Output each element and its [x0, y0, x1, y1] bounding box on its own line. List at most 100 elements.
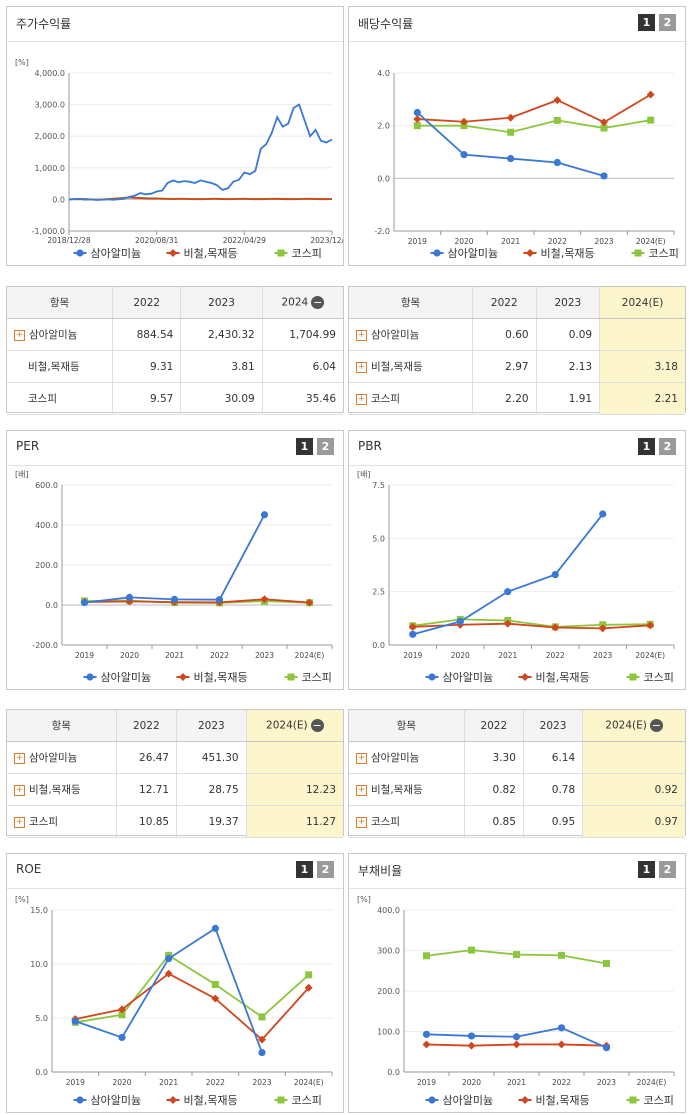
- expand-icon[interactable]: +: [14, 816, 25, 828]
- expand-icon[interactable]: +: [356, 816, 367, 828]
- header-label: 2024(E): [266, 719, 308, 732]
- data-point-circle: [551, 571, 559, 579]
- y-tick-label: -2.0: [374, 227, 390, 236]
- table-row: + 비철,목재등 0.82 0.78 0.92: [349, 773, 685, 806]
- dividend-yield-chart: -2.0 0.0 2.0 4.0 2019 2020 2021 2022 2023 2024(E)…: [374, 69, 679, 260]
- y-tick-label: 0.0: [52, 195, 65, 204]
- row-label-cell: + 삼아알미늄: [349, 741, 465, 774]
- legend-label: 비철,목재등: [184, 247, 238, 260]
- table-row: + 비철,목재등 12.71 28.75 12.23: [7, 773, 343, 806]
- data-point-square: [413, 122, 421, 130]
- table-header-cell: 항목: [349, 287, 473, 319]
- value-cell: 0.82: [463, 773, 524, 806]
- value-cell: 3.18: [599, 350, 685, 383]
- legend-item: 삼아알미늄: [83, 670, 151, 684]
- view-1-button[interactable]: 1: [296, 438, 313, 455]
- series-line: [75, 954, 310, 1024]
- series-line: [84, 514, 266, 604]
- x-tick-label: 2024(E): [635, 651, 665, 660]
- x-tick-label: 2022/04/29: [223, 236, 266, 245]
- header-label: 2023: [539, 719, 567, 732]
- expand-icon[interactable]: +: [14, 784, 25, 796]
- expand-icon[interactable]: +: [14, 752, 25, 764]
- data-point-square: [258, 1013, 266, 1021]
- data-point-circle: [428, 673, 436, 681]
- y-tick-label: 0.0: [387, 1068, 400, 1077]
- per-table: 항목 2022 2023 2024(E) − + 삼아알미늄 26.47 451.30 + 비철,목…: [7, 710, 343, 838]
- x-tick-label: 2021: [165, 651, 184, 660]
- series-line: [412, 618, 651, 628]
- x-tick-label: 2020: [120, 651, 139, 660]
- data-point-diamond: [521, 673, 529, 681]
- data-point-circle: [504, 588, 512, 596]
- legend-item: 비철,목재등: [166, 1094, 238, 1107]
- y-unit-label: [배]: [357, 470, 371, 479]
- table-header-cell: 항목: [7, 287, 113, 319]
- series-line: [417, 93, 652, 124]
- table-header-cell: 2022: [472, 287, 537, 319]
- data-point-circle: [599, 510, 607, 518]
- view-2-button[interactable]: 2: [317, 861, 334, 878]
- data-point-circle: [170, 595, 179, 603]
- x-tick-label: 2021: [159, 1078, 178, 1087]
- row-label: 코스피: [371, 816, 400, 828]
- header-label: 2022: [133, 296, 161, 309]
- data-point-square: [513, 951, 520, 959]
- value-cell: 30.09: [180, 382, 263, 415]
- x-tick-label: 2023/12/28: [310, 236, 343, 245]
- collapse-icon[interactable]: −: [310, 719, 324, 732]
- legend-label: 코스피: [292, 1094, 322, 1107]
- panel-title: 부채비율: [358, 864, 403, 878]
- data-point-diamond: [169, 249, 177, 257]
- data-point-circle: [125, 593, 134, 601]
- data-point-square: [305, 971, 313, 979]
- table-header-cell: 2023: [535, 287, 600, 319]
- value-cell: 0.78: [522, 773, 583, 806]
- expand-icon[interactable]: +: [356, 752, 367, 764]
- table-row: + 비철,목재등 2.97 2.13 3.18: [349, 350, 685, 383]
- expand-icon[interactable]: +: [356, 784, 367, 796]
- data-point-diamond: [553, 96, 562, 105]
- y-tick-label: 0.0: [377, 174, 390, 183]
- header-label: 항목: [49, 297, 70, 309]
- expand-icon[interactable]: +: [356, 393, 367, 405]
- expand-icon[interactable]: +: [14, 329, 25, 341]
- collapse-icon[interactable]: −: [649, 719, 663, 732]
- y-tick-label: 200.0: [377, 987, 400, 996]
- expand-icon[interactable]: +: [356, 361, 367, 373]
- table-row: + 삼아알미늄 26.47 451.30: [7, 741, 343, 774]
- table-row: + 삼아알미늄 884.54 2,430.32 1,704.99: [7, 318, 343, 351]
- view-2-button[interactable]: 2: [659, 861, 676, 878]
- legend-item: 코스피: [631, 247, 679, 260]
- view-1-button[interactable]: 1: [638, 438, 655, 455]
- legend-label: 비철,목재등: [184, 1094, 238, 1107]
- series-line: [412, 622, 651, 630]
- view-1-button[interactable]: 1: [638, 861, 655, 878]
- value-cell: 9.57: [112, 382, 181, 415]
- view-1-button[interactable]: 1: [296, 861, 313, 878]
- series-line: [68, 103, 333, 201]
- legend-item: 비철,목재등: [166, 247, 238, 260]
- y-tick-label: 300.0: [377, 947, 400, 956]
- x-tick-label: 2020: [462, 1078, 481, 1087]
- row-label: 코스피: [371, 393, 400, 405]
- data-point-circle: [600, 172, 608, 180]
- x-tick-label: 2024(E): [295, 651, 325, 660]
- view-2-button[interactable]: 2: [659, 14, 676, 31]
- value-cell: 2.13: [535, 350, 600, 383]
- table-header-cell: 2022: [112, 287, 181, 319]
- data-point-circle: [86, 673, 94, 681]
- data-point-diamond: [460, 117, 468, 126]
- collapse-icon[interactable]: −: [311, 296, 325, 309]
- view-2-button[interactable]: 2: [317, 438, 334, 455]
- y-unit-label: [%]: [15, 58, 29, 67]
- table-header-cell: 2024−: [261, 287, 343, 319]
- view-2-button[interactable]: 2: [659, 438, 676, 455]
- divider: [7, 888, 343, 889]
- row-label-cell: + 삼아알미늄: [7, 318, 113, 351]
- value-cell: 12.71: [115, 773, 177, 806]
- view-1-button[interactable]: 1: [638, 14, 655, 31]
- header-label: 2022: [132, 719, 160, 732]
- expand-icon[interactable]: +: [356, 329, 367, 341]
